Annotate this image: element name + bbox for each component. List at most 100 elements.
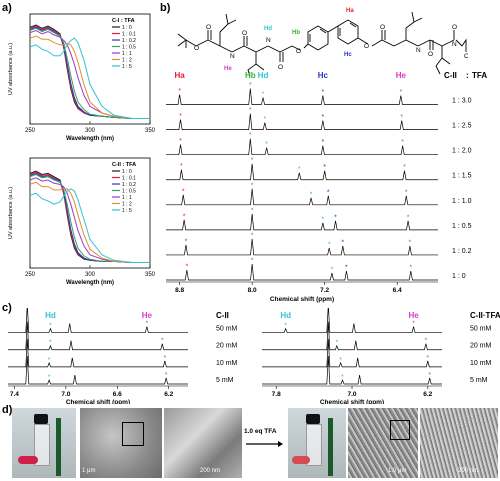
scale-bar-label: 1.0 μm (388, 468, 407, 474)
zoom-box (390, 420, 410, 440)
sem-image-after-high: 200 nm (420, 408, 498, 478)
ratio-label: 1 : 0.5 (452, 223, 472, 230)
spectrum-trace (8, 355, 188, 385)
nmr-conc-chart-cii: Hd He C-II * * 5 mM * * 10 mM * * 20 mM * * 50 mM 7.4 7.… (8, 308, 238, 404)
sem-image-before-low: 1 μm (80, 408, 162, 478)
x-tick-label: 300 (85, 272, 96, 278)
peak-marker-hc: * (321, 139, 324, 146)
peak-marker-hd: * (321, 216, 324, 223)
treatment-arrow (246, 441, 283, 447)
peak-marker-hd: * (341, 374, 344, 381)
x-tick-label: 7.8 (272, 391, 281, 398)
x-axis-label: Wavelength (nm) (66, 280, 114, 286)
ratio-label: 1 : 0.2 (452, 248, 472, 255)
x-tick-label: 6.2 (423, 391, 432, 398)
x-axis-label: Chemical shift (ppm) (270, 296, 334, 303)
peak-marker-hc: * (323, 164, 326, 171)
series-line (29, 177, 150, 263)
x-axis-label: Wavelength (nm) (66, 136, 114, 142)
peak-marker-hb: * (249, 82, 252, 89)
spectrum-trace (166, 263, 438, 281)
peak-marker-he: * (403, 164, 406, 171)
x-tick-label: 8.8 (175, 287, 184, 294)
peak-marker-ha: * (179, 138, 182, 145)
x-tick-label: 8.0 (248, 287, 257, 294)
zoom-box (122, 422, 144, 446)
peak-header-ha: Ha (174, 71, 185, 80)
legend-entry: 1 : 0 (122, 169, 132, 175)
peak-marker-hd: * (331, 267, 334, 274)
atom-label: O (452, 24, 457, 31)
spectrum-trace (262, 308, 442, 333)
atom-label: O (194, 45, 199, 52)
atom-label: O (242, 30, 247, 37)
spectrum-trace (166, 238, 438, 256)
scale-bar-label: 200 nm (458, 468, 479, 474)
uv-chart-c-ii: 250 300 350 Wavelength (nm) UV absorbance (a… (8, 157, 156, 286)
vial-body (306, 424, 322, 466)
series-line (29, 35, 150, 119)
atom-label: N (416, 47, 421, 54)
peak-marker-he: * (145, 321, 148, 328)
nmr-titration-panel: Ha Hb Hd Hc He C-II: TFA * * * * * 1 : 0 * * * * * 1 : 0.2… (166, 71, 487, 303)
peak-marker-he: * (400, 114, 403, 121)
x-tick-label: 350 (145, 128, 156, 134)
peak-marker-he: * (425, 338, 428, 345)
legend-entry: 1 : 0.1 (122, 176, 136, 182)
panel-label-b: b) (160, 2, 171, 14)
legend-entry: 1 : 0.5 (122, 189, 136, 195)
molecule-label-hc: Hc (344, 52, 352, 58)
atom-label: N (266, 37, 271, 44)
scale-bar-label: 200 nm (200, 468, 221, 474)
stand-bar (328, 418, 333, 476)
legend-entry: 1 : 5 (122, 64, 132, 70)
peak-marker-he: * (426, 355, 429, 362)
peak-marker-hd: * (49, 340, 52, 347)
x-tick-label: 7.0 (61, 391, 70, 398)
nmr-conc-chart-cii-tfa: Hd He C-II·TFA * * 5 mM * * 10 mM * * 20 mM * * 50 mM 7… (262, 308, 500, 404)
vial-photo-after (288, 408, 346, 478)
vial-cap (34, 414, 48, 424)
legend-entry: 1 : 0.1 (122, 32, 136, 38)
ratio-label: 1 : 2.0 (452, 148, 472, 155)
peak-marker-hb: * (251, 258, 254, 265)
series-line (29, 181, 150, 263)
atom-label: N (230, 53, 235, 60)
spectrum-trace (166, 213, 438, 231)
gel-sample (18, 456, 38, 464)
atom-label: O (296, 48, 301, 55)
ratio-label: 1 : 1.0 (452, 198, 472, 205)
concentration-label: 5 mM (470, 377, 488, 384)
stand-bar (56, 418, 61, 476)
peak-marker-he: * (412, 321, 415, 328)
conc-chart-title: C-II (216, 311, 229, 320)
legend-entry: 1 : 5 (122, 208, 132, 214)
treatment-label: 1.0 eq TFA (244, 428, 277, 435)
scale-bar-label: 1 μm (82, 468, 96, 474)
spectrum-trace (262, 355, 442, 385)
peak-marker-hd: * (298, 166, 301, 173)
peak-marker-hd: * (265, 141, 268, 148)
concentration-label: 20 mM (216, 343, 238, 350)
spectrum-trace (166, 113, 438, 130)
peak-marker-hd: * (263, 116, 266, 123)
atom-label: O (380, 24, 385, 31)
x-tick-label: 350 (145, 272, 156, 278)
peak-header-he: He (396, 71, 407, 80)
panel-label-c: c) (2, 302, 12, 314)
sem-image-before-high: 200 nm (164, 408, 242, 478)
peak-marker-ha: * (185, 238, 188, 245)
x-tick-label: 6.2 (164, 391, 173, 398)
legend-entry: 1 : 2 (122, 58, 132, 64)
x-axis-label: Chemical shift (ppm) (66, 399, 130, 404)
series-line (29, 173, 150, 263)
concentration-label: 10 mM (216, 360, 238, 367)
legend-entry: 1 : 0.5 (122, 45, 136, 51)
panel-label-d: d) (2, 404, 13, 416)
legend-title: C-I : TFA (112, 18, 135, 24)
nmr-concentration-panel: Hd He C-II * * 5 mM * * 10 mM * * 20 mM * * 50 mM 7.4 7.… (8, 308, 500, 404)
panel-label-a: a) (2, 2, 12, 14)
molecule-label-he: He (224, 66, 232, 72)
sem-image-after-low: 1.0 μm (348, 408, 418, 478)
peak-marker-hb: * (251, 207, 254, 214)
